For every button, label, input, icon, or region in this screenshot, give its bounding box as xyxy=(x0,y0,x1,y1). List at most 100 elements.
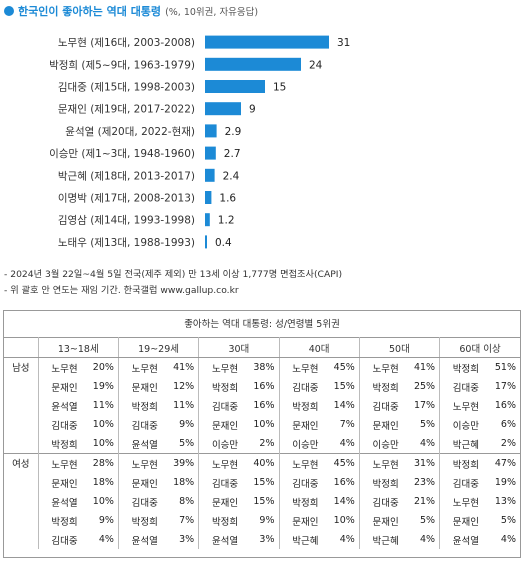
president-name-cell: 윤석열 xyxy=(452,535,480,547)
president-name-cell: 김대중 xyxy=(372,497,399,509)
president-name-cell: 박정희 xyxy=(211,382,239,394)
president-name-cell: 김대중 xyxy=(51,535,78,547)
percent-cell: 19% xyxy=(494,477,516,488)
president-name-cell: 윤석열 xyxy=(51,401,78,413)
percent-cell: 18% xyxy=(170,473,200,492)
table-row: 윤석열 10% 김대중 8% 문재인 15% 박정희 14% 김대중 21% 노무현 13% xyxy=(4,492,520,511)
percent-cell: 17% xyxy=(494,381,516,392)
bar-label: 박정희 (제5~9대, 1963-1979) xyxy=(49,59,195,71)
percent-cell: 45% xyxy=(331,357,360,377)
president-name-cell: 김대중 xyxy=(292,382,319,394)
percent-cell: 10% xyxy=(250,415,280,434)
bar xyxy=(205,57,301,71)
note-survey: - 2024년 3월 22일~4월 5일 전국(제주 제외) 만 13세 이상 … xyxy=(4,269,343,280)
president-name-cell: 김대중 xyxy=(131,420,158,432)
table-row: 문재인 18% 문재인 18% 김대중 15% 김대중 16% 박정희 23% 김대중 19% xyxy=(4,473,520,492)
percent-cell: 9% xyxy=(90,511,119,530)
percent-cell: 41% xyxy=(411,357,441,377)
percent-cell: 14% xyxy=(331,396,360,415)
president-name-cell: 노무현 xyxy=(279,453,332,473)
bar-value-label: 2.4 xyxy=(223,170,240,182)
percent-cell: 9% xyxy=(250,511,280,530)
column-header: 13~18세 xyxy=(38,337,119,358)
table-row: 박정희 10% 윤석열 5% 이승만 2% 이승만 4% 이승만 4% 박근혜 2% xyxy=(4,434,520,454)
percent-cell: 5% xyxy=(411,415,441,434)
bar-value-label: 1.2 xyxy=(218,215,235,227)
president-name-cell: 윤석열 xyxy=(131,535,158,547)
president-name-cell: 이승만 xyxy=(292,439,319,451)
bar-value-label: 9 xyxy=(249,104,256,116)
percent-cell: 5% xyxy=(500,515,516,526)
percent-cell: 47% xyxy=(491,453,520,473)
president-name-cell: 윤석열 xyxy=(211,535,239,547)
percent-cell: 41% xyxy=(170,357,200,377)
group-label: 남성 xyxy=(4,357,39,454)
bar xyxy=(205,168,215,182)
percent-cell: 14% xyxy=(331,492,360,511)
column-header: 60대 이상 xyxy=(439,337,520,358)
column-header: 40대 xyxy=(279,337,360,358)
bar xyxy=(205,146,216,160)
percent-cell: 7% xyxy=(170,511,200,530)
president-name-cell: 문재인 xyxy=(452,516,480,528)
percent-cell: 11% xyxy=(90,396,119,415)
bar xyxy=(205,80,265,93)
percent-cell: 16% xyxy=(331,473,360,492)
president-name-cell: 노무현 xyxy=(211,363,239,375)
bar-value-label: 2.7 xyxy=(224,148,241,160)
bullet-dot-icon xyxy=(4,6,14,16)
percent-cell: 9% xyxy=(170,415,200,434)
chart-header: 한국인이 좋아하는 역대 대통령 (%, 10위권, 자유응답) xyxy=(4,2,258,20)
percent-cell: 15% xyxy=(250,473,280,492)
bar xyxy=(205,124,217,138)
president-name-cell: 김대중 xyxy=(131,497,158,509)
president-name-cell: 이승만 xyxy=(372,439,399,451)
column-header: 19~29세 xyxy=(118,337,200,358)
percent-cell: 17% xyxy=(411,396,441,415)
bar-value-label: 2.9 xyxy=(225,126,242,138)
percent-cell: 15% xyxy=(250,492,280,511)
president-name-cell: 문재인 xyxy=(51,478,78,490)
bar xyxy=(205,35,329,49)
president-name-cell: 노무현 xyxy=(131,363,158,375)
table-row: 윤석열 11% 박정희 11% 김대중 16% 박정희 14% 김대중 17% 노무현 16% xyxy=(4,396,520,415)
bar-label: 문재인 (제19대, 2017-2022) xyxy=(58,104,195,116)
bar xyxy=(205,213,210,227)
president-name-cell: 김대중 xyxy=(51,420,78,432)
president-name-cell: 박정희 xyxy=(292,497,319,509)
president-name-cell: 문재인 xyxy=(372,516,399,528)
percent-cell: 51% xyxy=(494,362,516,373)
president-name-cell: 문재인 xyxy=(131,382,158,394)
president-name-cell: 문재인 xyxy=(292,420,319,432)
president-name-cell: 김대중 xyxy=(452,382,480,394)
bar-chart: 노무현 (제16대, 2003-2008) 31 박정희 (제5~9대, 1963-… xyxy=(49,35,350,249)
percent-cell: 4% xyxy=(411,530,441,549)
percent-cell: 7% xyxy=(331,415,360,434)
bar-label: 김영삼 (제14대, 1993-1998) xyxy=(58,215,195,227)
percent-cell: 40% xyxy=(250,453,280,473)
percent-cell: 45% xyxy=(331,453,360,473)
president-name-cell: 노무현 xyxy=(118,453,171,473)
bar-label: 이승만 (제1~3대, 1948-1960) xyxy=(49,148,195,160)
percent-cell: 5% xyxy=(411,511,441,530)
president-name-cell: 박정희 xyxy=(51,516,78,528)
table-row: 여성 노무현 28% 노무현 39% 노무현 40% 노무현 45% 노무현 31% 박정희 47% xyxy=(4,453,520,549)
bar-label: 이명박 (제17대, 2008-2013) xyxy=(58,193,195,205)
breakdown-table-box: 좋아하는 역대 대통령: 성/연령별 5위권 13~18세 19~29세 30대 40… xyxy=(3,310,521,558)
percent-cell: 3% xyxy=(250,530,280,549)
president-name-cell: 박정희 xyxy=(211,516,239,528)
percent-cell: 19% xyxy=(90,377,119,396)
table-row: 박정희 9% 박정희 7% 박정희 9% 문재인 10% 문재인 5% 문재인 5% xyxy=(4,511,520,530)
president-name-cell: 박정희 xyxy=(372,478,399,490)
chart-subtitle: (%, 10위권, 자유응답) xyxy=(165,7,259,18)
president-name-cell: 김대중 xyxy=(211,478,239,490)
percent-cell: 4% xyxy=(411,434,441,454)
percent-cell: 12% xyxy=(170,377,200,396)
note-source: - 위 괄호 안 연도는 재임 기간. 한국갤럽 www.gallup.co.k… xyxy=(4,285,239,296)
president-name-cell: 박정희 xyxy=(51,439,78,451)
percent-cell: 25% xyxy=(411,377,441,396)
percent-cell: 21% xyxy=(411,492,441,511)
president-name-cell: 문재인 xyxy=(292,516,319,528)
president-name-cell: 윤석열 xyxy=(51,497,78,509)
percent-cell: 18% xyxy=(90,473,119,492)
